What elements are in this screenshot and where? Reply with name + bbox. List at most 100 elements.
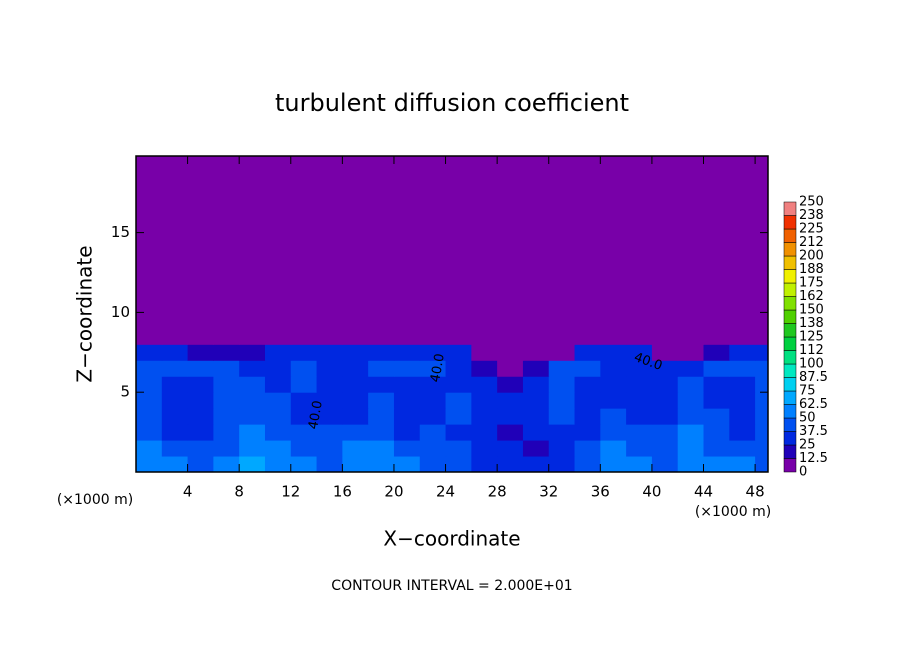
field-cell [161, 376, 189, 393]
colorbar-band [783, 323, 797, 338]
field-cell [548, 424, 576, 441]
field-cell [342, 376, 369, 393]
field-cell [626, 456, 653, 473]
field-cell [651, 344, 679, 361]
field-cell [419, 328, 447, 345]
field-cell [445, 408, 472, 425]
field-cell [393, 344, 421, 361]
field-cell [136, 408, 163, 425]
field-cell [290, 328, 318, 345]
field-cell [600, 392, 627, 409]
field-cell [626, 424, 653, 441]
colorbar-band [783, 350, 797, 365]
colorbar-label: 75 [799, 384, 816, 399]
field-cell [522, 440, 550, 457]
field-cell [471, 408, 498, 425]
field-cell [600, 424, 627, 441]
field-cell [290, 376, 318, 393]
colorbar-label: 250 [799, 195, 824, 210]
field-cell [239, 360, 266, 377]
field-cell [419, 408, 447, 425]
field-cell [471, 376, 498, 393]
field-cell [187, 440, 214, 457]
field-cell [393, 392, 421, 409]
field-cell [187, 328, 214, 345]
colorbar-band [783, 444, 797, 459]
field-cell [703, 408, 730, 425]
x-tick-label: 4 [183, 483, 193, 501]
field-cell [136, 328, 163, 345]
field-cell [316, 328, 343, 345]
field-cell [264, 392, 292, 409]
field-cell [548, 344, 576, 361]
field-cell [729, 424, 756, 441]
field-cell [419, 376, 447, 393]
colorbar-band [783, 363, 797, 378]
field-cell [290, 440, 318, 457]
field-cell [264, 376, 292, 393]
field-cell [342, 360, 369, 377]
field-cell [264, 440, 292, 457]
colorbar-band [783, 282, 797, 297]
field-cell [161, 456, 189, 473]
x-tick-label: 40 [642, 483, 661, 501]
field-cell [393, 424, 421, 441]
field-cell [600, 456, 627, 473]
y-axis-label: Z−coordinate [73, 245, 97, 382]
field-cell [136, 440, 163, 457]
footer-note: CONTOUR INTERVAL = 2.000E+01 [331, 578, 572, 594]
field-cell [393, 360, 421, 377]
field-cell [213, 424, 240, 441]
colorbar-label: 50 [799, 411, 816, 426]
colorbar-band [783, 390, 797, 405]
field-cell [548, 456, 576, 473]
field-cell [522, 328, 550, 345]
field-cell [239, 392, 266, 409]
field-cell [213, 392, 240, 409]
colorbar-label: 62.5 [799, 397, 828, 412]
colorbar-band [783, 336, 797, 351]
field-cell [471, 456, 498, 473]
field-cell [522, 456, 550, 473]
field-cell [729, 344, 756, 361]
field-cell [368, 408, 395, 425]
colorbar-band [783, 215, 797, 230]
field-cell [393, 328, 421, 345]
field-cell [264, 456, 292, 473]
colorbar-label: 12.5 [799, 451, 828, 466]
field-cell [161, 408, 189, 425]
field-cell [445, 456, 472, 473]
field-cell [626, 344, 653, 361]
field-cell [213, 328, 240, 345]
field-cell [368, 328, 395, 345]
field-cell [239, 456, 266, 473]
colorbar-band [783, 458, 797, 473]
field-cell [342, 456, 369, 473]
field-cell [600, 360, 627, 377]
field-cell [626, 376, 653, 393]
field-cell [239, 424, 266, 441]
plot-frame [135, 155, 769, 473]
colorbar-label: 188 [799, 262, 824, 277]
field-cell [729, 456, 756, 473]
field-cell [136, 392, 163, 409]
field-cell [522, 376, 550, 393]
field-cell [264, 360, 292, 377]
field-cell [393, 408, 421, 425]
field-cell [755, 440, 769, 457]
field-cell [497, 360, 524, 377]
chart-title: turbulent diffusion coefficient [275, 89, 629, 117]
field-cell [497, 376, 524, 393]
field-cell [677, 456, 705, 473]
colorbar-label: 238 [799, 208, 824, 223]
field-cell [419, 360, 447, 377]
field-cell [471, 424, 498, 441]
x-tick-label: 24 [436, 483, 455, 501]
field-cell [316, 424, 343, 441]
field-cell [729, 360, 756, 377]
field-cell [755, 392, 769, 409]
colorbar-band [783, 377, 797, 392]
x-unit: (×1000 m) [695, 504, 771, 520]
colorbar-band [783, 201, 797, 216]
field-cell [187, 408, 214, 425]
